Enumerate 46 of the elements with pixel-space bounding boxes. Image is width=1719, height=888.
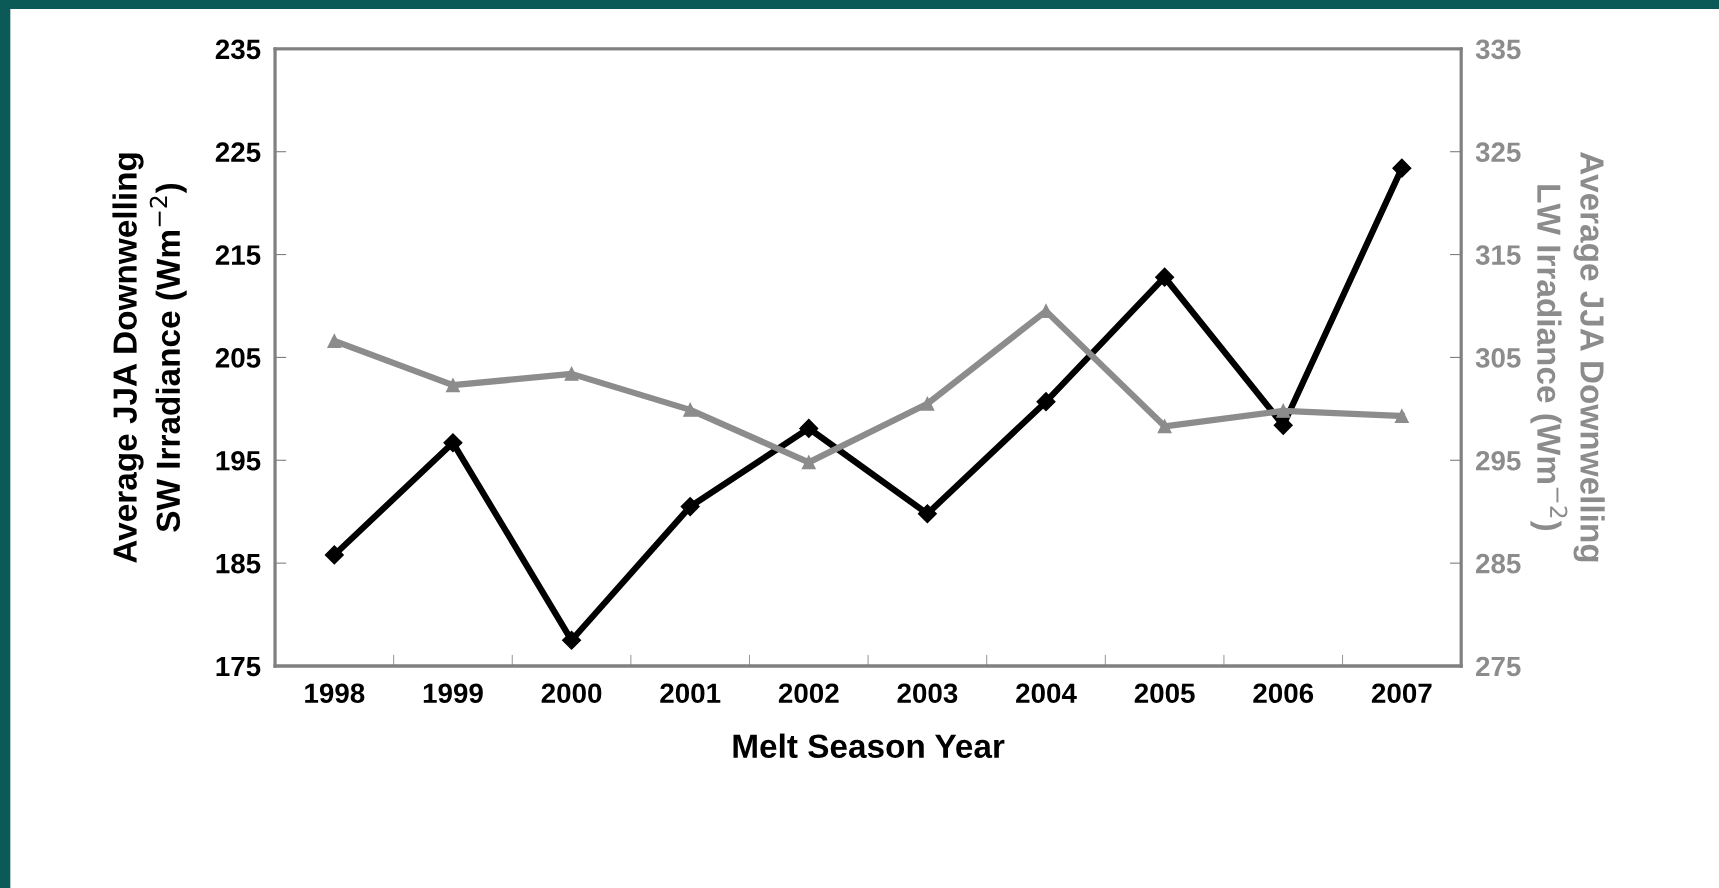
x-tick-label: 2004 [1016,683,1077,704]
point [1276,403,1291,418]
point [1157,419,1172,434]
y-tick-label: 185 [216,553,261,574]
point [443,433,463,453]
point [1036,392,1056,412]
y-axis-title: Average JJA Downwelling SW Irradiance (Wm$^{−2}$) [112,153,187,563]
point [1392,158,1412,178]
y2-tick-label: 335 [1475,39,1521,60]
y-tick-label: 225 [215,142,261,163]
point [562,630,582,650]
x-tick-label: 1999 [423,683,483,704]
y2-tick-label: 295 [1476,450,1521,471]
x-tick-label: 1998 [305,683,365,704]
point [801,455,816,470]
x-tick-label: 2003 [897,683,958,704]
y-tick-label: 215 [215,245,261,265]
y2-tick-label: 305 [1475,348,1521,368]
point [1273,415,1293,435]
x-tick-label: 2007 [1371,683,1432,704]
y2-tick-label: 315 [1475,245,1521,265]
y2-tick-label: 325 [1475,142,1521,163]
point [327,334,342,348]
y-tick-label: 195 [216,450,261,471]
y-tick-label: 175 [216,656,261,677]
x-axis-title: Melt Season Year [733,733,1005,759]
y2-tick-label: 285 [1476,553,1521,574]
y-tick-label: 235 [215,39,261,60]
x-tick-label: 2001 [660,683,721,704]
y2-axis-title: Average JJA Downwelling LW Irradiance (Wm$^{−2}$) [1530,152,1605,562]
point [324,545,344,565]
point [799,418,819,438]
x-tick-label: 2005 [1134,683,1195,704]
x-tick-label: 2006 [1253,683,1314,704]
point [564,366,579,381]
y-tick-label: 205 [215,348,261,368]
point [680,497,700,517]
point [683,402,698,417]
point [1155,267,1175,287]
x-tick-label: 2002 [778,683,839,704]
point [917,504,937,524]
point [446,378,460,393]
point [1394,409,1409,423]
x-tick-label: 2000 [541,683,602,704]
point [920,396,935,411]
y2-tick-label: 275 [1476,656,1521,677]
